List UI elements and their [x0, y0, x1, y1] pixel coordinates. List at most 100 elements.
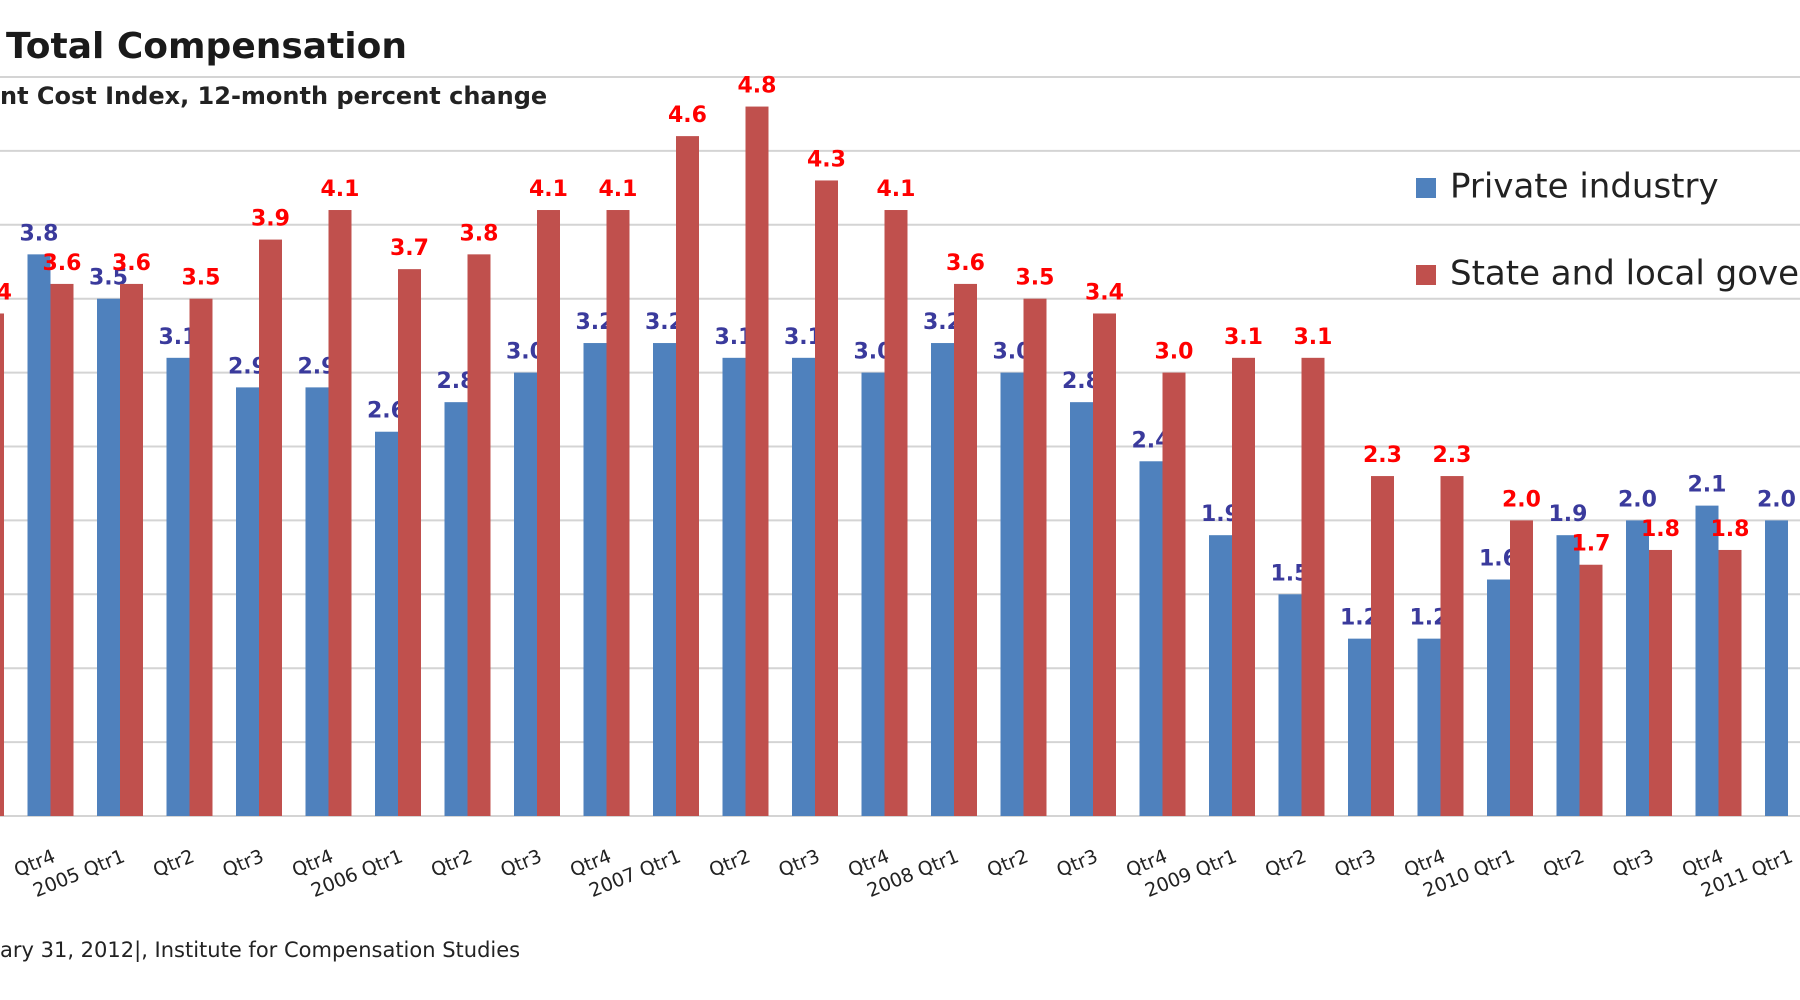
bar	[1579, 564, 1603, 816]
bar	[305, 387, 329, 816]
x-tick-label: Qtr2	[1262, 845, 1309, 881]
bar	[1718, 549, 1742, 816]
bar	[1371, 476, 1394, 816]
value-label: 4.8	[738, 74, 777, 99]
bar	[1695, 505, 1719, 816]
bar	[815, 180, 838, 816]
bar	[375, 431, 398, 816]
chart-subtitle: nt Cost Index, 12-month percent change	[0, 82, 547, 110]
bar	[1070, 402, 1093, 816]
x-tick-label: Qtr2	[706, 845, 753, 881]
legend-label: State and local gover	[1450, 254, 1800, 294]
value-label: 3.1	[1294, 325, 1333, 350]
value-label: 3.5	[1016, 266, 1055, 291]
bar	[1000, 372, 1024, 816]
bar	[1649, 549, 1672, 816]
bar	[583, 343, 607, 816]
bar	[653, 343, 676, 816]
x-tick-label: Qtr3	[497, 845, 544, 881]
value-label: 3.0	[1155, 340, 1194, 365]
value-label: 4.1	[877, 177, 916, 202]
value-label: 3.4	[0, 280, 12, 305]
bar	[1487, 579, 1510, 816]
bar	[1023, 298, 1047, 816]
value-label: 3.4	[1085, 280, 1124, 305]
bar	[1626, 520, 1649, 816]
value-label: 4.1	[529, 177, 568, 202]
value-label: 3.5	[182, 266, 221, 291]
source-note: ary 31, 2012|, Institute for Compensatio…	[0, 938, 520, 963]
bar	[537, 210, 560, 816]
x-tick-label: Qtr3	[1609, 845, 1656, 881]
bar	[467, 254, 491, 817]
bar	[884, 210, 908, 816]
value-label: 4.1	[599, 177, 638, 202]
value-label: 2.0	[1618, 487, 1657, 512]
bar	[1765, 520, 1788, 816]
bar	[50, 283, 74, 816]
legend-label: Private industry	[1450, 167, 1719, 207]
bar	[722, 357, 746, 816]
value-label: 2.0	[1757, 487, 1796, 512]
value-label: 2.3	[1433, 443, 1472, 468]
bar	[0, 313, 4, 816]
bar	[514, 372, 537, 816]
value-label: 3.6	[43, 251, 82, 276]
legend-swatch	[1416, 178, 1436, 198]
x-tick-label: Qtr2	[984, 845, 1031, 881]
bar	[676, 136, 699, 816]
x-tick-label: Qtr2	[150, 845, 197, 881]
x-tick-label: Qtr2	[1540, 845, 1587, 881]
bar	[1348, 638, 1371, 816]
bar	[954, 283, 977, 816]
bar	[27, 254, 51, 817]
bar	[1209, 535, 1232, 816]
value-label: 2.0	[1502, 487, 1541, 512]
bar	[1510, 520, 1533, 816]
value-label: 3.6	[946, 251, 985, 276]
bar	[236, 387, 259, 816]
bar	[861, 372, 885, 816]
x-tick-label: Qtr3	[1053, 845, 1100, 881]
value-label: 4.1	[321, 177, 360, 202]
bar	[1301, 357, 1325, 816]
bar	[792, 357, 815, 816]
bar	[931, 343, 954, 816]
value-label: 3.6	[112, 251, 151, 276]
bar	[166, 357, 190, 816]
bar	[444, 402, 468, 816]
value-label: 1.8	[1711, 517, 1750, 542]
value-label: 1.7	[1572, 532, 1611, 557]
value-label: 2.3	[1363, 443, 1402, 468]
value-label: 3.1	[1224, 325, 1263, 350]
bar	[745, 106, 769, 816]
bar	[1440, 476, 1464, 816]
bar	[1139, 461, 1163, 816]
value-label: 3.9	[251, 207, 290, 232]
bar	[1162, 372, 1186, 816]
bar	[1232, 357, 1255, 816]
value-label: 2.1	[1688, 473, 1727, 498]
bar	[606, 210, 630, 816]
bar	[1556, 535, 1580, 816]
value-label: 3.7	[390, 236, 429, 261]
bar	[328, 210, 352, 816]
bar	[259, 239, 282, 816]
x-tick-label: Qtr3	[219, 845, 266, 881]
bar	[1417, 638, 1441, 816]
bar	[189, 298, 213, 816]
value-label: 4.3	[807, 147, 846, 172]
bar	[1093, 313, 1116, 816]
value-label: 3.8	[20, 221, 59, 246]
bar	[120, 283, 143, 816]
legend-swatch	[1416, 265, 1436, 285]
value-label: 1.9	[1549, 502, 1588, 527]
value-label: 3.8	[460, 221, 499, 246]
value-label: 4.6	[668, 103, 707, 128]
x-tick-label: Qtr3	[775, 845, 822, 881]
x-tick-label: Qtr3	[1331, 845, 1378, 881]
bar	[97, 298, 120, 816]
bar	[398, 269, 421, 816]
chart-title: Total Compensation	[6, 26, 407, 67]
